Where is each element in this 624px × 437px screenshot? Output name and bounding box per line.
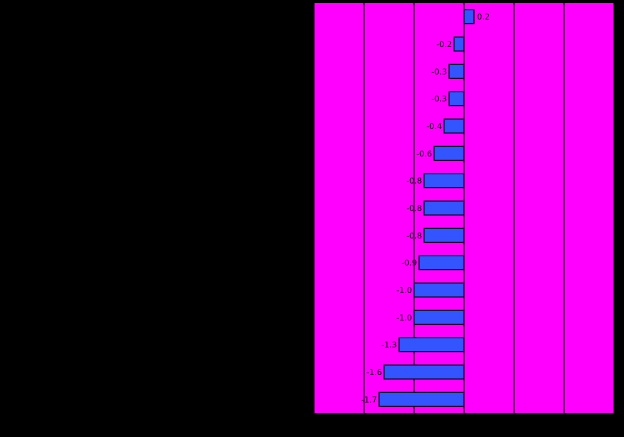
data-label: -1.0 [396,313,412,322]
data-label: -1.0 [396,286,412,295]
data-label: -1.3 [381,341,397,350]
bar-series [378,9,475,407]
bar [413,282,465,298]
data-label: -0.8 [406,231,422,240]
bar [423,173,465,189]
data-label: -0.9 [401,259,417,268]
bar [418,255,465,271]
bar [448,91,465,107]
bar [383,364,465,380]
data-label: -1.7 [361,395,377,404]
bar [433,145,465,161]
data-label: -0.2 [436,40,452,49]
bar [463,9,475,25]
data-label: -1.6 [366,368,382,377]
bar [443,118,465,134]
bar [453,36,465,52]
data-label: -0.8 [406,177,422,186]
bar [413,309,465,325]
bar [423,200,465,216]
data-label: 0.2 [477,13,490,22]
data-label: -0.4 [426,122,442,131]
data-label: -0.3 [431,95,447,104]
bar [423,227,465,243]
data-label: -0.3 [431,67,447,76]
bar [448,63,465,79]
data-label: -0.8 [406,204,422,213]
bar [398,337,465,353]
bar [378,391,465,407]
data-labels: 0.2 -0.2 -0.3 -0.3 -0.4 -0.6 -0.8 -0.8 -0.8 -0.9 -… [361,13,489,405]
data-label: -0.6 [416,149,432,158]
